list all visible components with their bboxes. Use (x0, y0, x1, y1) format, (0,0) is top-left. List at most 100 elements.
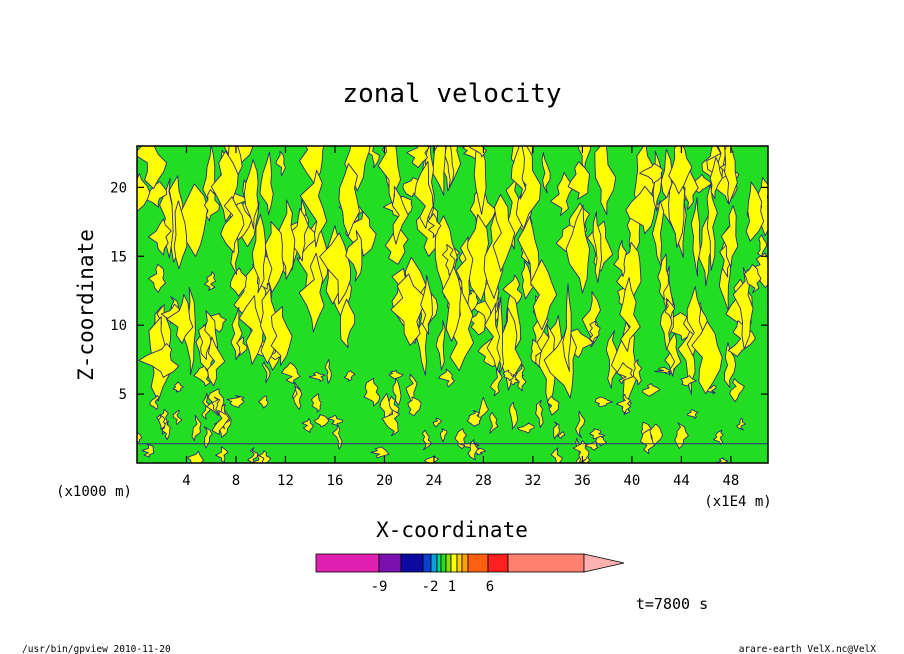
x-tick-label: 16 (327, 473, 344, 489)
plot-frame (136, 145, 769, 464)
positive-region (732, 267, 754, 350)
colorbar-segment (456, 553, 463, 573)
positive-region (592, 211, 603, 283)
positive-region (654, 366, 673, 374)
colorbar-segment (315, 553, 380, 573)
x-tick-label: 44 (673, 473, 690, 489)
positive-region (211, 396, 221, 415)
colorbar-segment (507, 553, 585, 573)
positive-region (514, 363, 527, 392)
positive-region (441, 244, 456, 276)
positive-region (517, 422, 535, 434)
colorbar-segment (445, 553, 452, 573)
positive-region (469, 146, 487, 158)
positive-region (258, 450, 272, 463)
positive-region (613, 239, 627, 278)
positive-region (619, 277, 641, 352)
positive-region (489, 368, 503, 397)
y-tick-label: 10 (110, 318, 127, 334)
positive-region (657, 253, 669, 301)
positive-region (229, 267, 248, 297)
y-unit-label: (x1000 m) (56, 484, 132, 500)
x-tick-label: 12 (277, 473, 294, 489)
positive-region (149, 394, 160, 410)
colorbar-tick-label: -2 (422, 579, 439, 595)
positive-region (207, 336, 226, 387)
positive-region (557, 431, 566, 439)
positive-region (287, 207, 309, 262)
colorbar-segment (440, 553, 447, 573)
positive-region (388, 370, 404, 380)
positive-region (298, 252, 325, 333)
positive-region (262, 361, 271, 384)
positive-region (704, 384, 717, 395)
positive-region (275, 150, 286, 177)
positive-region (492, 194, 516, 272)
x-unit-label: (x1E4 m) (704, 494, 771, 510)
positive-region (406, 146, 430, 169)
positive-region (338, 163, 360, 237)
positive-region (550, 447, 563, 463)
positive-region (729, 378, 745, 403)
colorbar-segment (467, 553, 489, 573)
footer-left: /usr/bin/gpview 2010-11-20 (22, 644, 171, 654)
positive-region (625, 185, 658, 235)
positive-region (198, 324, 212, 360)
positive-region (344, 146, 371, 192)
positive-region (664, 299, 676, 319)
positive-region (743, 264, 762, 294)
positive-region (562, 283, 572, 372)
positive-region (191, 414, 202, 442)
positive-region (474, 447, 486, 456)
colorbar-tick-label: 6 (486, 579, 494, 595)
positive-region (553, 421, 560, 440)
positive-region (299, 169, 328, 248)
positive-region (484, 302, 501, 371)
positive-region (567, 161, 590, 200)
positive-region (236, 336, 248, 357)
positive-region (715, 457, 729, 463)
x-tick-label: 4 (182, 473, 190, 489)
x-tick-label: 40 (623, 473, 640, 489)
time-label: t=7800 s (636, 595, 708, 613)
positive-region (363, 377, 381, 407)
positive-region (220, 196, 245, 254)
positive-region (521, 260, 535, 300)
positive-region (440, 428, 448, 443)
x-tick-label: 28 (475, 473, 492, 489)
positive-region (530, 338, 543, 365)
positive-region (502, 369, 514, 381)
positive-region (594, 396, 614, 408)
colorbar: -9 -2 1 6 (315, 553, 625, 595)
positive-region (421, 429, 433, 451)
positive-region (640, 428, 655, 455)
positive-region (745, 181, 765, 242)
positive-region (435, 320, 446, 371)
positive-region (455, 236, 474, 305)
positive-region (247, 447, 259, 463)
positive-region (259, 151, 274, 216)
positive-region (633, 359, 643, 386)
positive-region (517, 216, 540, 287)
positive-region (243, 159, 259, 230)
positive-region (616, 362, 634, 385)
positive-region (466, 409, 482, 427)
x-tick-label: 48 (722, 473, 739, 489)
positive-region (138, 343, 180, 378)
positive-region (251, 213, 266, 294)
positive-region (414, 161, 434, 229)
colorbar-segment (430, 553, 438, 573)
positive-region (691, 321, 723, 395)
positive-region (147, 218, 172, 256)
positive-region (432, 417, 442, 428)
y-tick-label: 15 (110, 249, 127, 265)
positive-region (467, 439, 480, 461)
positive-region (144, 181, 168, 208)
positive-region (427, 213, 442, 238)
positive-region (639, 163, 664, 184)
x-tick-label: 32 (524, 473, 541, 489)
positive-region (687, 408, 699, 419)
footer-right: arare-earth_VelX.nc@VelX (739, 644, 877, 654)
